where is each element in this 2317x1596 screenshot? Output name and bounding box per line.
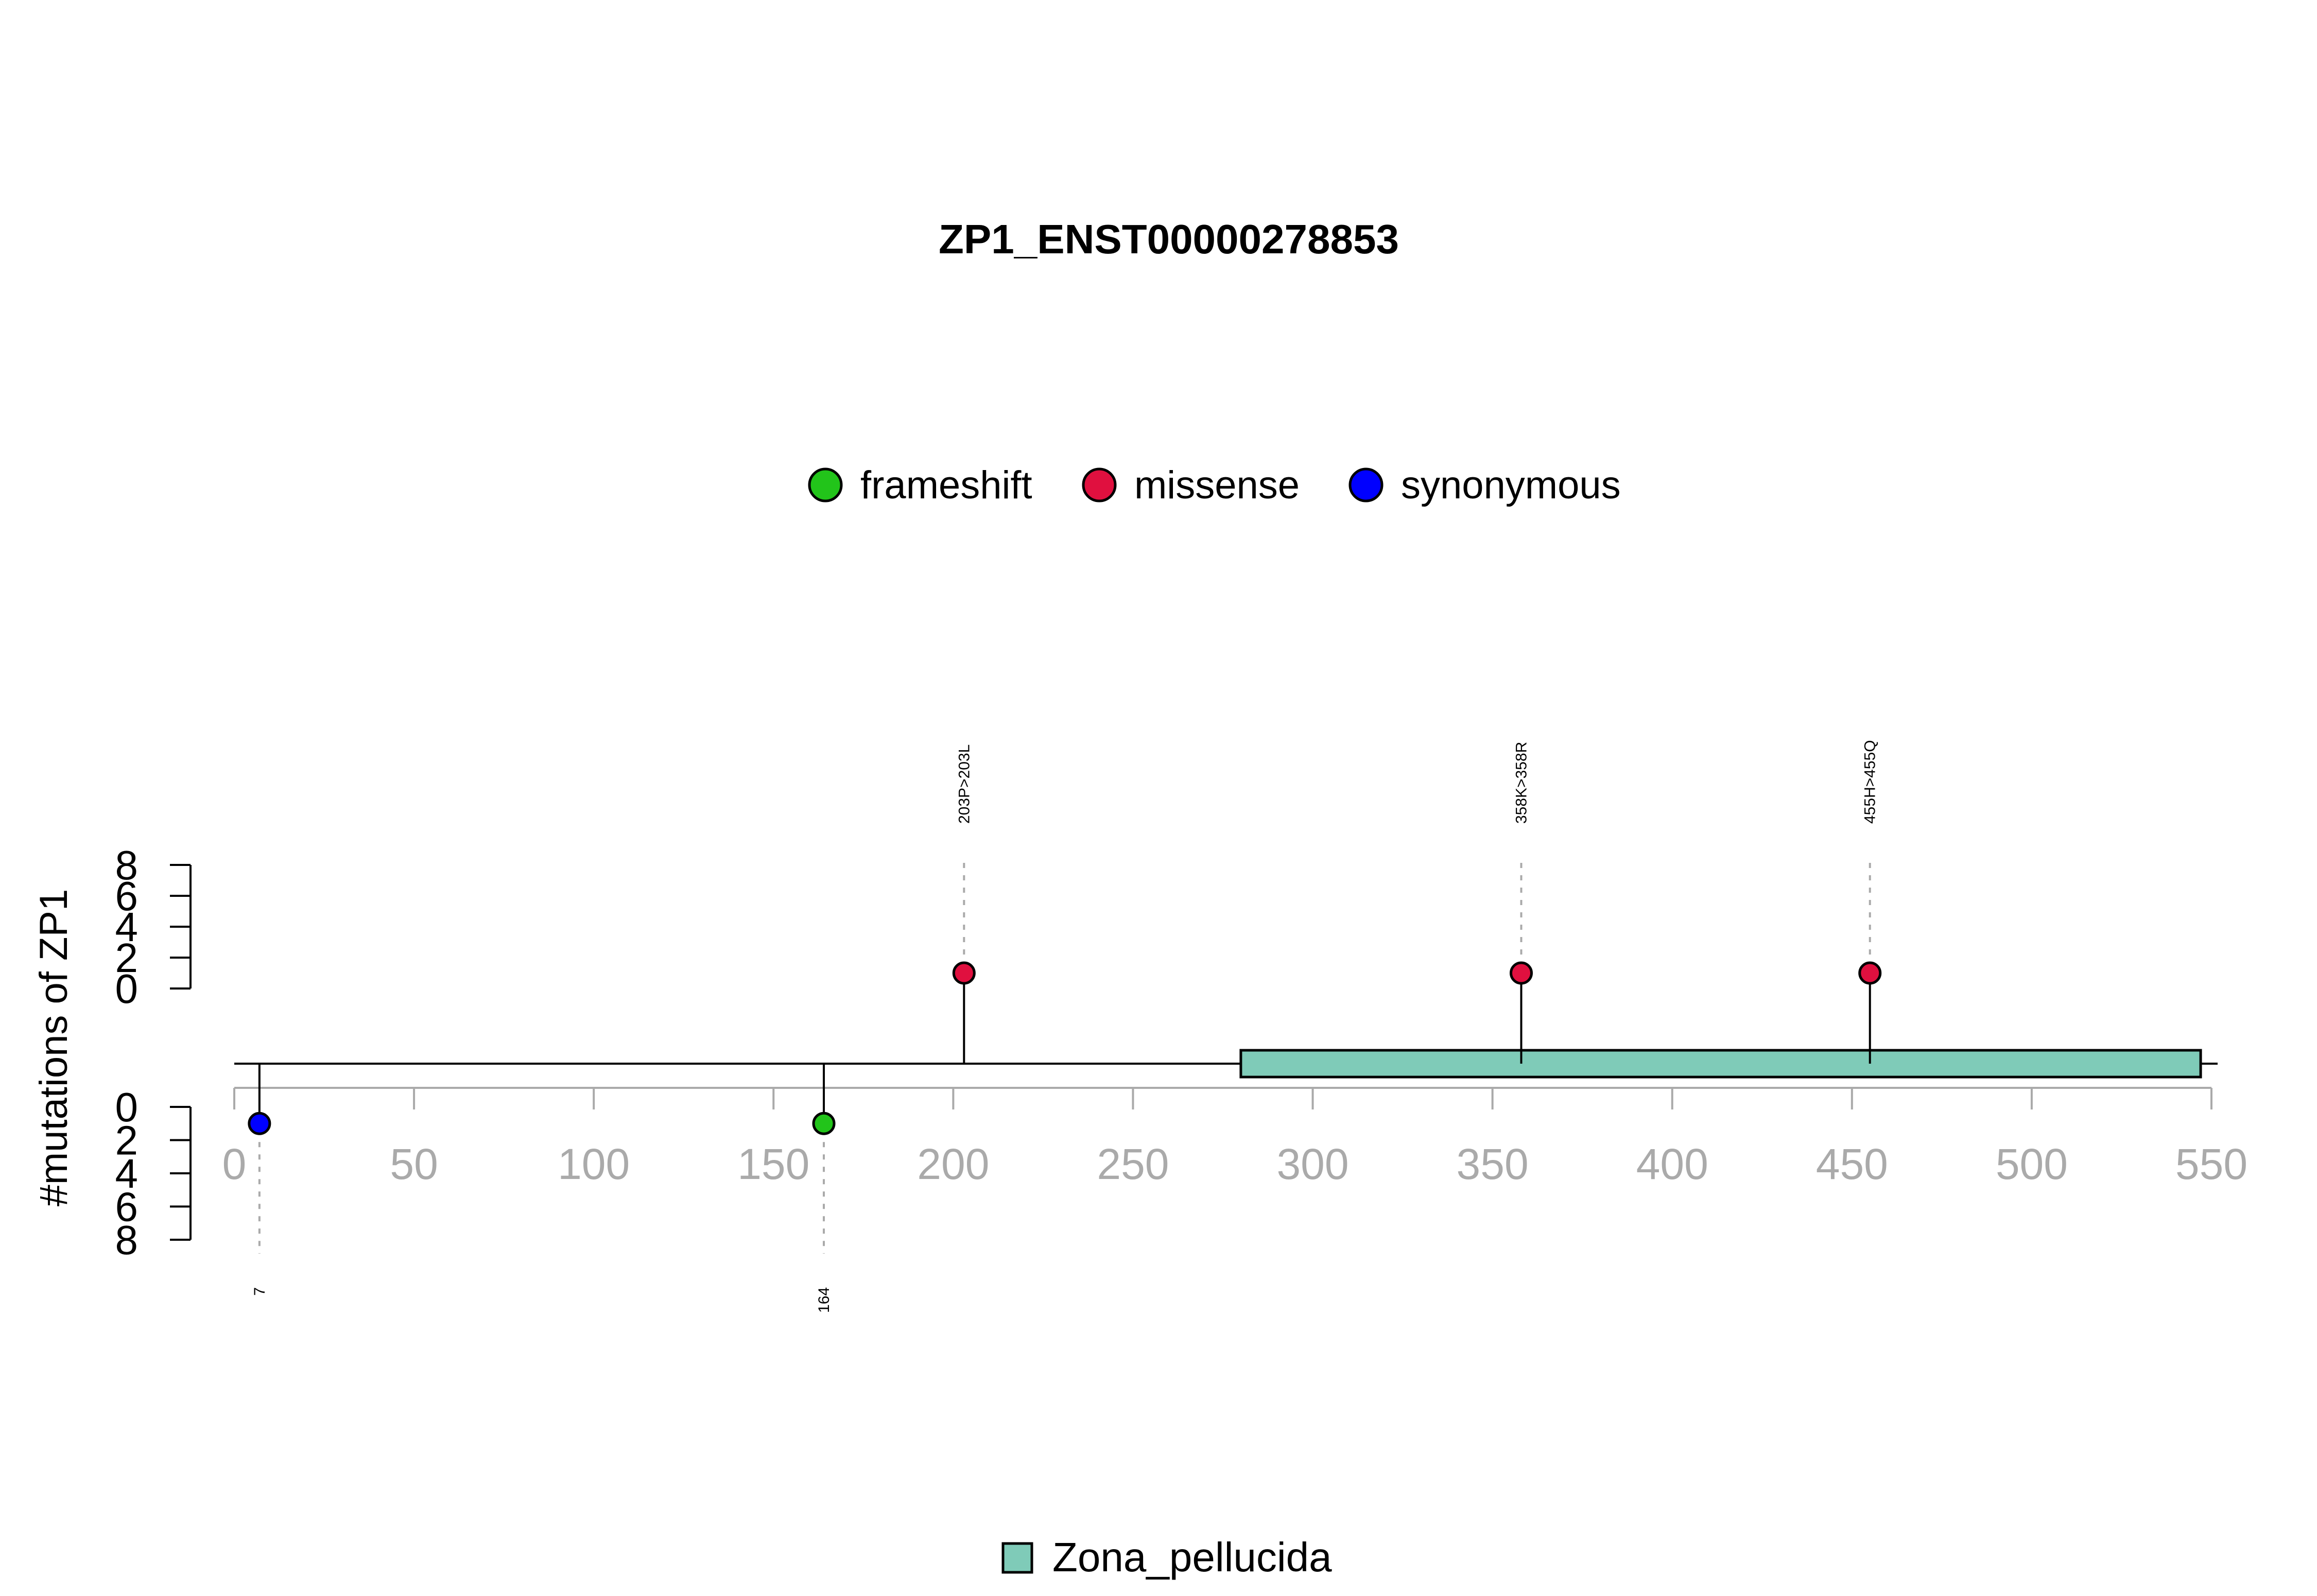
lower-y-tick-label: 8 <box>115 1217 139 1263</box>
legend-swatch <box>1348 467 1384 502</box>
x-tick-label: 500 <box>1996 1140 2068 1188</box>
x-tick-label: 0 <box>222 1140 247 1188</box>
mutation-point <box>952 961 976 985</box>
mutation-label: 7 <box>251 1287 268 1296</box>
x-tick-label: 350 <box>1457 1140 1529 1188</box>
legend-label: synonymous <box>1401 463 1621 507</box>
domain-boxes <box>1239 1049 2202 1079</box>
domain-legend-label: Zona_pellucida <box>1052 1534 1332 1580</box>
mutation-point <box>1858 961 1882 985</box>
lower-y-tick-label: 2 <box>115 1118 139 1164</box>
lower-y-tick-label: 0 <box>115 1084 139 1130</box>
legend-label: missense <box>1134 463 1300 507</box>
x-tick-label: 250 <box>1097 1140 1169 1188</box>
mutation-point <box>812 1112 836 1135</box>
x-tick-label: 100 <box>558 1140 630 1188</box>
legend-swatch <box>808 467 843 502</box>
x-tick-label: 550 <box>2175 1140 2247 1188</box>
chart-title: ZP1_ENST00000278853 <box>939 216 1399 262</box>
lower-y-tick-label: 6 <box>115 1184 139 1230</box>
upper-y-tick-label: 4 <box>115 904 139 950</box>
legend-swatch <box>1082 467 1117 502</box>
x-tick-label: 450 <box>1816 1140 1888 1188</box>
y-axis-label: #mutations of ZP1 <box>32 889 76 1207</box>
mutation-label: 203P>203L <box>956 744 973 824</box>
mutation-marker: 358K>358R <box>1509 742 1533 985</box>
domain-legend: Zona_pellucida <box>1001 1534 1332 1580</box>
lollipop-heads: 7 164 203P>203L 358K>358R 455H>455Q <box>248 740 1882 1313</box>
lower-y-tick-label: 4 <box>115 1151 139 1196</box>
mutation-label: 164 <box>816 1287 833 1313</box>
upper-y-tick-label: 2 <box>115 935 139 981</box>
x-tick-label: 50 <box>390 1140 438 1188</box>
mutation-label: 358K>358R <box>1513 742 1530 824</box>
legend-item: synonymous <box>1348 463 1621 507</box>
mutation-marker: 203P>203L <box>952 744 976 985</box>
domain-legend-swatch <box>1001 1542 1033 1574</box>
mutation-label: 455H>455Q <box>1862 740 1879 824</box>
mutation-type-legend: frameshift missense synonymous <box>808 463 1621 507</box>
x-tick-label: 150 <box>737 1140 809 1188</box>
legend-label: frameshift <box>860 463 1032 507</box>
domain-box <box>1239 1049 2202 1079</box>
mutation-marker: 455H>455Q <box>1858 740 1882 985</box>
domain-legend-item: Zona_pellucida <box>1001 1534 1332 1580</box>
legend-item: frameshift <box>808 463 1032 507</box>
mutation-lollipops: 7 164 203P>203L 358K>358R 455H>455Q <box>248 740 1882 1313</box>
position-x-axis: 0 50 100 150 200 250 300 350 400 450 500 550 <box>222 1087 2247 1188</box>
mutation-marker: 7 <box>248 1112 271 1296</box>
mutation-point <box>248 1112 271 1135</box>
mutation-marker: 164 <box>812 1112 836 1313</box>
upper-y-tick-label: 8 <box>115 842 139 888</box>
x-tick-label: 400 <box>1636 1140 1708 1188</box>
upper-y-tick-label: 6 <box>115 873 139 919</box>
x-tick-label: 300 <box>1276 1140 1348 1188</box>
upper-y-tick-label: 0 <box>115 966 139 1012</box>
lollipop-sticks <box>258 973 1871 1124</box>
legend-item: missense <box>1082 463 1300 507</box>
mutation-point <box>1509 961 1533 985</box>
x-tick-label: 200 <box>917 1140 989 1188</box>
